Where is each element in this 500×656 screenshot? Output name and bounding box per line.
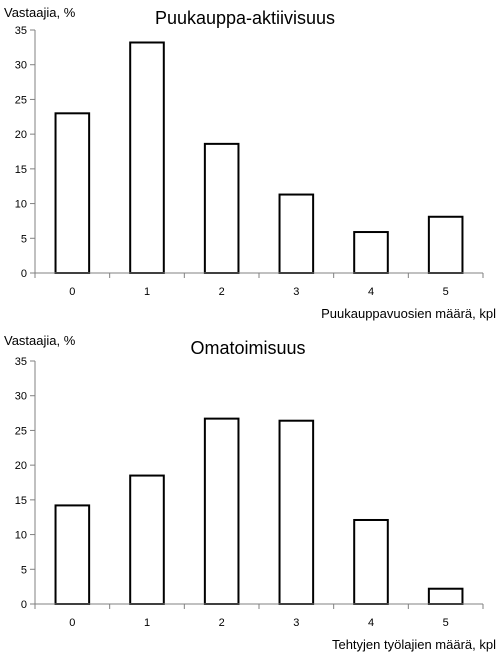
x-tick-label: 5 bbox=[443, 617, 449, 629]
x-tick-label: 2 bbox=[219, 286, 225, 298]
bar-4 bbox=[353, 231, 389, 274]
bar-5 bbox=[427, 587, 464, 605]
y-tick-label: 0 bbox=[21, 268, 27, 280]
bar-2 bbox=[203, 142, 240, 274]
bar-3 bbox=[278, 419, 315, 605]
x-ticks: 0 1 2 3 4 5 bbox=[34, 604, 484, 629]
bar-0 bbox=[54, 112, 91, 274]
bar-1 bbox=[129, 474, 165, 605]
x-axis-label: Tehtyjen työlajien määrä, kpl bbox=[332, 637, 496, 652]
bar-2 bbox=[203, 417, 240, 605]
y-tick-label: 15 bbox=[15, 495, 27, 507]
x-tick-label: 4 bbox=[368, 617, 374, 629]
x-tick-label: 0 bbox=[69, 286, 75, 298]
y-tick-label: 25 bbox=[15, 425, 27, 437]
x-tick-label: 3 bbox=[293, 286, 299, 298]
x-tick-label: 4 bbox=[368, 286, 374, 298]
y-tick-label: 35 bbox=[15, 356, 27, 368]
y-ticks: 0 5 10 15 20 25 30 35 bbox=[15, 25, 35, 280]
y-tick-label: 25 bbox=[15, 94, 27, 106]
x-axis-label: Puukauppavuosien määrä, kpl bbox=[321, 306, 496, 321]
y-axis-label: Vastaajia, % bbox=[4, 5, 76, 20]
chart-title: Puukauppa-aktiivisuus bbox=[155, 8, 335, 28]
y-tick-label: 0 bbox=[21, 599, 27, 611]
x-tick-label: 5 bbox=[443, 286, 449, 298]
x-tick-label: 3 bbox=[293, 617, 299, 629]
y-tick-label: 20 bbox=[15, 460, 27, 472]
bars bbox=[54, 417, 464, 606]
y-tick-label: 10 bbox=[15, 199, 27, 211]
bar-3 bbox=[278, 193, 315, 274]
x-ticks: 0 1 2 3 4 5 bbox=[34, 273, 484, 298]
bar-0 bbox=[54, 504, 91, 606]
bar-4 bbox=[353, 518, 389, 606]
y-tick-label: 30 bbox=[15, 391, 27, 403]
bars bbox=[54, 41, 464, 275]
y-ticks: 0 5 10 15 20 25 30 35 bbox=[15, 356, 35, 611]
y-tick-label: 35 bbox=[15, 25, 27, 37]
chart-omatoimisuus: Vastaajia, % Omatoimisuus 05101520253035… bbox=[4, 333, 496, 652]
y-axis-label: Vastaajia, % bbox=[4, 333, 76, 348]
bar-5 bbox=[427, 215, 464, 275]
y-tick-label: 20 bbox=[15, 129, 27, 141]
y-tick-label: 30 bbox=[15, 60, 27, 72]
x-tick-label: 1 bbox=[144, 617, 150, 629]
y-tick-label: 10 bbox=[15, 530, 27, 542]
chart-title: Omatoimisuus bbox=[190, 338, 305, 358]
bar-1 bbox=[129, 41, 165, 274]
chart-puukauppa: Vastaajia, % Puukauppa-aktiivisuus 05101… bbox=[4, 5, 496, 321]
x-tick-label: 1 bbox=[144, 286, 150, 298]
y-tick-label: 5 bbox=[21, 233, 27, 245]
y-tick-label: 5 bbox=[21, 564, 27, 576]
y-tick-label: 15 bbox=[15, 164, 27, 176]
x-tick-label: 2 bbox=[219, 617, 225, 629]
x-tick-label: 0 bbox=[69, 617, 75, 629]
